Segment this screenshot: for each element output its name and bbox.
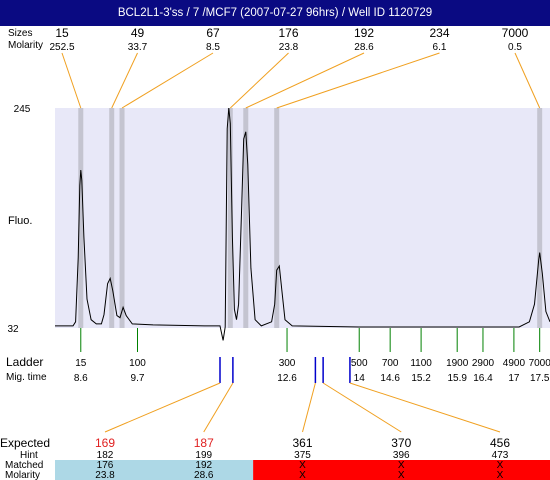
mig-time-label: Mig. time [6,372,47,383]
peak-molarity-label: 0.5 [508,42,522,53]
peak-size-label: 7000 [502,26,529,40]
matched-value: X [497,460,504,471]
peak-band [243,108,249,328]
expected-leader-line [203,382,234,433]
unmatched-cell-bg [253,460,550,480]
match-table: Expected Hint Matched Molarity 169182176… [0,436,550,480]
expected-row-label: Expected [0,436,50,450]
ladder-time-label: 16.4 [473,373,493,384]
trace-line [55,107,550,341]
peak-molarity-label: 23.8 [279,42,299,53]
matched-molarity-value: X [497,470,504,480]
peak-size-label: 49 [131,26,145,40]
peak-leader-line [514,52,541,109]
expected-leader-line [322,382,402,433]
ladder-size-label: 300 [279,358,296,369]
peak-size-label: 67 [206,26,220,40]
peak-size-label: 192 [354,26,374,40]
peak-band [119,108,125,328]
peak-leader-line [61,52,82,109]
expected-size-label: 370 [391,436,411,450]
peak-size-label: 176 [278,26,298,40]
matched-molarity-value: X [299,470,306,480]
ladder-time-label: 17 [508,373,520,384]
ladder-section: Ladder Mig. time 15 8.6 100 9.7 300 12.6 500 14… [6,328,550,384]
expected-size-label: 169 [95,436,115,450]
peak-header-labels: Sizes Molarity 15 252.5 49 33.7 67 8.5 176 23.8… [8,26,529,53]
hint-value: 473 [492,450,509,461]
ladder-time-label: 15.9 [447,373,467,384]
matched-molarity-value: X [398,470,405,480]
ladder-size-label: 700 [382,358,399,369]
ladder-time-label: 12.6 [277,373,297,384]
expected-markers [104,357,501,433]
peak-band [78,108,84,328]
y-tick-label: 245 [14,104,31,115]
peak-bands [78,108,543,328]
ladder-size-label: 15 [75,358,87,369]
peak-molarity-label: 6.1 [433,42,447,53]
peak-leader-line [229,52,289,109]
chart-title: BCL2L1-3'ss / 7 /MCF7 (2007-07-27 96hrs)… [0,0,550,26]
expected-size-label: 187 [194,436,214,450]
plot-background [55,108,550,328]
peak-leader-line [276,52,440,109]
expected-size-label: 456 [490,436,510,450]
peak-leader-line [121,52,214,109]
molarity-row-label: Molarity [5,470,40,480]
matched-cell-bg [55,460,254,480]
peak-band [537,108,543,328]
ladder-size-label: 100 [129,358,146,369]
peak-band [227,108,233,328]
peak-molarity-label: 252.5 [49,42,74,53]
ladder-size-label: 4900 [503,358,526,369]
matched-molarity-value: 28.6 [194,470,214,480]
expected-leader-line [349,382,501,433]
expected-leader-line [302,382,316,433]
hint-value: 375 [294,450,311,461]
ladder-time-label: 15.2 [411,373,431,384]
ladder-time-label: 14.6 [380,373,400,384]
plot-area [55,108,550,328]
peak-band [274,108,280,328]
peak-size-label: 234 [429,26,449,40]
peak-molarity-label: 28.6 [354,42,374,53]
matched-molarity-value: 23.8 [95,470,115,480]
hint-value: 396 [393,450,410,461]
hint-value: 182 [97,450,114,461]
peak-molarity-label: 8.5 [206,42,220,53]
peak-leader-line [245,52,365,109]
matched-value: 192 [195,460,212,471]
sizes-label: Sizes [8,28,32,39]
ladder-label: Ladder [6,355,43,369]
hint-value: 199 [195,450,212,461]
y-axis-label: Fluo. [8,215,32,227]
peak-molarity-label: 33.7 [128,42,148,53]
ladder-size-label: 500 [351,358,368,369]
ladder-time-label: 8.6 [74,373,88,384]
ladder-size-label: 1100 [410,358,432,369]
y-axis: 245 32 Fluo. [7,104,32,335]
peak-size-label: 15 [55,26,69,40]
ladder-size-label: 1900 [446,358,469,369]
matched-value: X [299,460,306,471]
peak-leader-line [111,52,138,109]
expected-leader-line [104,382,221,433]
peak-leader-lines [61,52,541,109]
ladder-size-label: 2900 [472,358,495,369]
molarity-label: Molarity [8,40,43,51]
y-tick-label: 32 [7,324,19,335]
ladder-time-label: 9.7 [131,373,145,384]
fluorescence-trace [55,107,550,341]
hint-row-label: Hint [20,450,38,461]
ladder-time-label: 14 [354,373,366,384]
ladder-size-label: 7000 [529,358,550,369]
matched-value: 176 [97,460,114,471]
ladder-time-label: 17.5 [530,373,550,384]
expected-size-label: 361 [292,436,312,450]
peak-band [109,108,115,328]
matched-value: X [398,460,405,471]
matched-row-label: Matched [5,460,43,471]
